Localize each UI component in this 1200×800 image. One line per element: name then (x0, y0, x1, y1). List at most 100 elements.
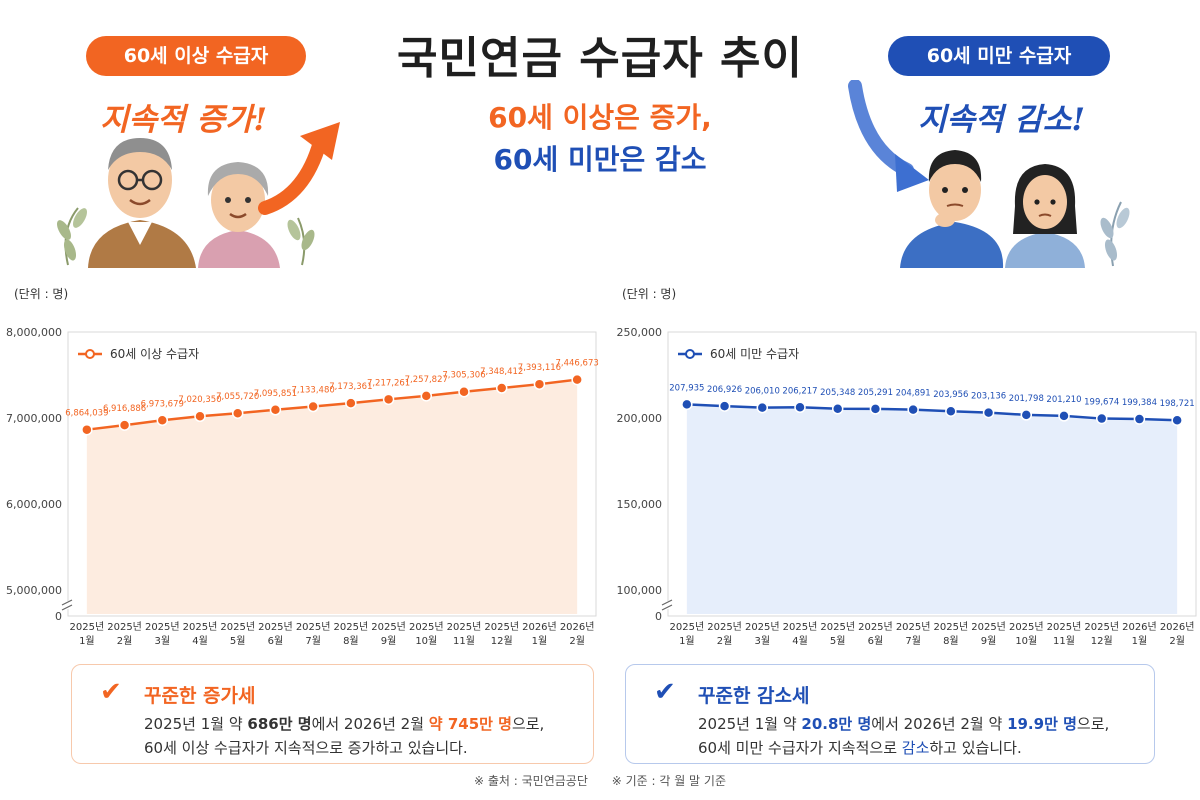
x-tick-label: 2025년 (896, 621, 931, 633)
axis-break-mark (61, 599, 73, 606)
data-label: 207,935 (669, 383, 704, 393)
chart-60-and-over: 8,000,000 7,000,000 6,000,000 5,000,000 0 6,8… (6, 326, 599, 647)
legend-swatch-marker (85, 349, 95, 359)
data-label: 7,095,851 (254, 389, 297, 399)
x-tick-label: 2026년 (1122, 621, 1157, 633)
summary-title: 꾸준한 감소세 (698, 685, 810, 707)
grandmother-figure (198, 162, 280, 268)
y-tick-label: 5,000,000 (6, 584, 62, 597)
summary-box-increase: ✔ 꾸준한 증가세 2025년 1월 약 686만 명에서 2026년 2월 약… (71, 664, 594, 764)
x-tick-label: 2025년 (820, 621, 855, 633)
subtitle-increase: 60세 이상은 증가, (488, 101, 712, 134)
data-point (345, 397, 357, 409)
data-point (831, 403, 844, 415)
summary-box-decrease: ✔ 꾸준한 감소세 2025년 1월 약 20.8만 명에서 2026년 2월 … (625, 664, 1155, 764)
x-tick-label: 2025년 (296, 621, 331, 633)
source-note: ※ 출처 : 국민연금공단 (474, 774, 588, 788)
data-label: 7,393,116 (518, 363, 561, 373)
data-point (495, 382, 508, 394)
right-category-pill: 60세 미만 수급자 (888, 36, 1110, 76)
data-label: 7,133,480 (292, 386, 335, 396)
x-tick-label: 2월 (1169, 635, 1185, 647)
arrow-up-right-icon (258, 122, 340, 215)
x-tick-label: 4월 (192, 635, 208, 647)
data-point (756, 401, 769, 414)
data-label: 201,798 (1009, 394, 1044, 404)
x-tick-label: 2026년 (1160, 621, 1195, 633)
x-tick-label: 2025년 (934, 621, 969, 633)
data-label: 7,055,720 (216, 392, 259, 402)
elderly-couple-illustration (57, 122, 340, 268)
data-label: 7,020,350 (178, 395, 221, 405)
y-tick-label: 200,000 (617, 412, 663, 425)
x-tick-label: 2025년 (1047, 621, 1082, 633)
data-point (382, 393, 395, 406)
y-tick-label: 0 (55, 610, 62, 623)
data-point (194, 410, 206, 422)
summary-line-1: 2025년 1월 약 20.8만 명에서 2026년 2월 약 19.9만 명으… (698, 715, 1110, 733)
data-point (945, 405, 957, 417)
legend-swatch-marker (685, 349, 695, 359)
series-line (86, 378, 578, 431)
data-label: 7,348,412 (480, 367, 523, 377)
axis-break-mark (61, 604, 73, 611)
data-label: 204,891 (896, 389, 931, 399)
grandfather-figure (88, 138, 196, 268)
data-point (533, 378, 546, 390)
leaf-decoration-icon (1100, 201, 1130, 267)
x-tick-label: 2025년 (1009, 621, 1044, 633)
data-point (307, 400, 319, 413)
data-label: 205,348 (820, 388, 855, 398)
y-tick-label: 7,000,000 (6, 412, 62, 425)
x-tick-label: 8월 (943, 635, 959, 647)
series-line (686, 403, 1178, 422)
x-tick-label: 2025년 (1084, 621, 1119, 633)
x-tick-label: 6월 (268, 635, 284, 647)
x-tick-label: 6월 (868, 635, 884, 647)
x-tick-label: 12월 (491, 635, 513, 647)
x-tick-label: 5월 (830, 635, 846, 647)
basis-note: ※ 기준 : 각 월 말 기준 (611, 774, 726, 788)
data-label: 7,257,827 (405, 375, 448, 385)
data-point (907, 403, 919, 416)
y-tick-label: 0 (655, 610, 662, 623)
x-tick-label: 2025년 (145, 621, 180, 633)
x-tick-label: 2025년 (334, 621, 369, 633)
leaf-decoration-icon (57, 207, 315, 266)
data-point (681, 398, 693, 411)
x-tick-label: 11월 (1053, 635, 1075, 647)
x-tick-label: 2025년 (484, 621, 519, 633)
data-label: 203,136 (971, 392, 1006, 402)
x-tick-label: 3월 (155, 635, 171, 647)
x-tick-label: 2월 (717, 635, 733, 647)
right-slogan: 지속적 감소! (918, 102, 1085, 138)
x-tick-label: 2025년 (707, 621, 742, 633)
axis-break-mark (661, 599, 673, 606)
data-point (269, 404, 282, 416)
x-tick-label: 2025년 (858, 621, 893, 633)
x-tick-label: 5월 (230, 635, 246, 647)
data-point (118, 419, 131, 431)
data-point (458, 385, 470, 398)
data-point (794, 401, 806, 414)
data-point (420, 390, 433, 402)
data-label: 203,956 (933, 390, 968, 400)
x-tick-label: 9월 (981, 635, 997, 647)
data-point (718, 400, 731, 412)
data-label: 206,926 (707, 385, 742, 395)
adults-worried-illustration (848, 80, 1130, 268)
axis-break-gap (664, 601, 672, 609)
data-point (571, 373, 583, 386)
data-point (869, 403, 882, 415)
x-tick-label: 2025년 (107, 621, 142, 633)
y-tick-label: 6,000,000 (6, 498, 62, 511)
x-tick-label: 2월 (569, 635, 585, 647)
data-label: 205,291 (858, 388, 893, 398)
axis-break-mark (661, 604, 673, 611)
data-point (231, 407, 244, 419)
x-tick-label: 2025년 (971, 621, 1006, 633)
data-point (156, 414, 169, 427)
right-unit-label: (단위 : 명) (622, 287, 677, 301)
legend-label: 60세 미만 수급자 (710, 347, 799, 361)
x-tick-label: 8월 (343, 635, 359, 647)
